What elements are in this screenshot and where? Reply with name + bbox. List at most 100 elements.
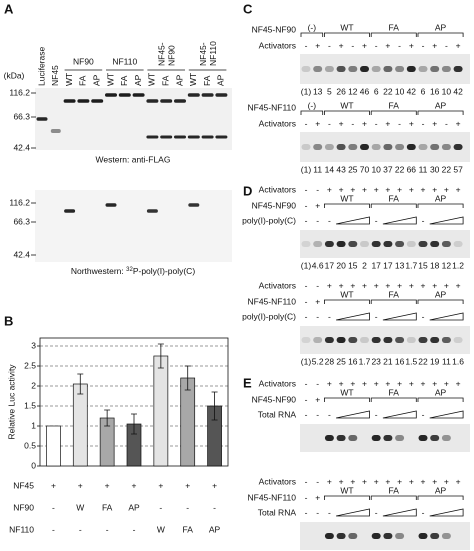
y-tick-label: 0.5 xyxy=(24,440,36,450)
quant-value: (1) xyxy=(301,164,312,174)
lane-mark: + xyxy=(397,280,402,290)
blot-band xyxy=(201,135,214,139)
group-bracket xyxy=(370,110,417,115)
quant-value: 11 xyxy=(419,164,428,174)
group-label: WT xyxy=(340,485,353,495)
lane-mark: - xyxy=(375,507,378,517)
lane-mark: + xyxy=(385,476,390,486)
lane-mark: - xyxy=(305,409,308,419)
lane-mark: + xyxy=(456,184,461,194)
lane-mark: + xyxy=(385,184,390,194)
blot-band xyxy=(105,203,117,207)
group-label: NF110 xyxy=(208,41,218,66)
blot-band xyxy=(453,337,463,343)
blot-band xyxy=(118,93,131,97)
row-cell: - xyxy=(52,524,55,534)
quant-value: 22 xyxy=(442,164,452,174)
blot-band xyxy=(360,337,369,343)
blot-band xyxy=(360,144,369,150)
y-axis-label: Relative Luc activity xyxy=(6,364,16,440)
lane-mark: + xyxy=(409,184,414,194)
lane-mark: + xyxy=(385,378,390,388)
lane-mark: + xyxy=(421,476,426,486)
blot-band xyxy=(301,241,311,247)
blot-band xyxy=(313,241,323,247)
row-cell: FA xyxy=(183,524,194,534)
blot-caption: Western: anti-FLAG xyxy=(96,154,171,164)
quant-value: 5 xyxy=(327,86,332,96)
row-cell: W xyxy=(76,502,84,512)
quant-value: 6 xyxy=(374,86,379,96)
lane-mark: + xyxy=(350,280,355,290)
group-bracket xyxy=(324,32,370,37)
blot-band xyxy=(324,144,334,150)
lane-mark: + xyxy=(444,184,449,194)
gradient-wedge xyxy=(336,216,370,225)
lane-label: NF45 xyxy=(50,65,60,86)
row-label: Activators xyxy=(259,118,296,128)
blot-band xyxy=(348,435,358,441)
quant-value: 1.5 xyxy=(405,356,417,366)
quant-value: 11 xyxy=(313,164,322,174)
group-label: FA xyxy=(389,193,400,203)
lane-mark: - xyxy=(422,40,425,50)
gradient-wedge xyxy=(336,312,370,321)
row-cell: AP xyxy=(209,524,221,534)
blot-band xyxy=(383,533,393,539)
blot-band xyxy=(187,135,200,139)
panel-label: E xyxy=(243,375,252,390)
error-bar xyxy=(157,343,164,369)
blot-band xyxy=(430,241,440,247)
blot-band xyxy=(174,135,186,139)
gradient-wedge xyxy=(382,216,417,225)
lane-mark: + xyxy=(374,476,379,486)
gradient-wedge xyxy=(429,410,464,419)
blot-band xyxy=(430,533,440,539)
quant-value: 10 xyxy=(371,164,381,174)
quant-value: 1.6 xyxy=(452,356,464,366)
quant-value: 43 xyxy=(336,164,346,174)
row-label: Total RNA xyxy=(258,507,297,517)
quant-value: 30 xyxy=(430,164,440,174)
blot-band xyxy=(418,66,428,72)
lane-mark: + xyxy=(362,118,367,128)
blot-caption: Northwestern: 32P-poly(I)-poly(C) xyxy=(71,266,195,276)
group-label: AP xyxy=(435,289,447,299)
lane-mark: + xyxy=(374,378,379,388)
blot-band xyxy=(430,435,440,441)
bar xyxy=(180,377,196,467)
row-cell: + xyxy=(105,480,110,490)
row-label: Activators xyxy=(259,476,296,486)
y-tick-label: 2.5 xyxy=(24,360,36,370)
blot-band xyxy=(395,144,405,150)
marker-label: 66.3 xyxy=(13,216,30,226)
lane-mark: + xyxy=(327,280,332,290)
quant-value: (1) xyxy=(301,260,312,270)
lane-mark: - xyxy=(445,40,448,50)
group-label: WT xyxy=(340,193,353,203)
lane-mark: + xyxy=(456,40,461,50)
lane-mark: + xyxy=(432,118,437,128)
quant-value: 1.7 xyxy=(405,260,417,270)
lane-mark: - xyxy=(422,507,425,517)
axis-unit: (kDa) xyxy=(4,70,25,80)
quant-value: 13 xyxy=(313,86,323,96)
blot-band xyxy=(371,533,381,539)
blot-band xyxy=(430,337,440,343)
lane-mark: + xyxy=(385,280,390,290)
blot-band xyxy=(324,241,334,247)
row-label: poly(I)-poly(C) xyxy=(242,311,296,321)
blot-band xyxy=(418,337,428,343)
row-cell: - xyxy=(213,502,216,512)
panel-label: D xyxy=(243,183,252,198)
group-label: AP xyxy=(435,22,447,32)
blot-band xyxy=(453,241,463,247)
lane-mark: - xyxy=(316,409,319,419)
quant-value: 15 xyxy=(418,260,428,270)
gradient-wedge xyxy=(382,508,417,517)
lane-mark: + xyxy=(374,280,379,290)
lane-mark: - xyxy=(305,476,308,486)
group-label: FA xyxy=(389,22,400,32)
lane-mark: + xyxy=(350,184,355,194)
lane-mark: - xyxy=(305,394,308,404)
